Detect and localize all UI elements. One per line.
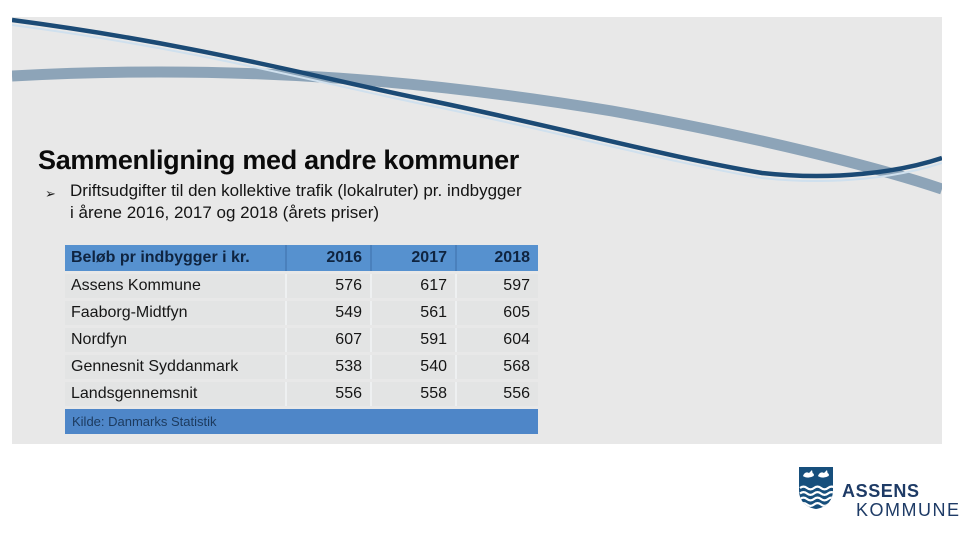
dark-wave-curve [12, 17, 942, 179]
table-cell-value: 561 [370, 301, 455, 325]
bird-right-icon [818, 470, 829, 478]
table-header-cell: 2017 [370, 245, 455, 271]
source-note-bar: Kilde: Danmarks Statistik [65, 409, 538, 434]
table-cell-value: 538 [285, 355, 370, 379]
bird-left-icon [803, 470, 814, 478]
bullet-text-line1: Driftsudgifter til den kollektive trafik… [70, 181, 522, 200]
table-cell-value: 591 [370, 328, 455, 352]
table-row: Nordfyn 607 591 604 [65, 328, 538, 352]
table-cell-value: 556 [455, 382, 538, 406]
shield-waves [799, 485, 833, 507]
bullet-arrow-icon: ➢ [45, 186, 56, 201]
table-cell-value: 605 [455, 301, 538, 325]
light-accent-curve [12, 24, 942, 182]
table-cell-value: 558 [370, 382, 455, 406]
logo-text-kommune: KOMMUNE [856, 500, 960, 520]
table-cell-value: 607 [285, 328, 370, 352]
steel-wave-curve [12, 66, 942, 195]
bullet-item: Driftsudgifter til den kollektive trafik… [70, 180, 650, 224]
table-header-cell: 2018 [455, 245, 538, 271]
table-header-cell: Beløb pr indbygger i kr. [71, 249, 250, 266]
table-row-label: Faaborg-Midtfyn [71, 304, 188, 321]
table-row-label: Nordfyn [71, 331, 128, 348]
table-cell-value: 556 [285, 382, 370, 406]
table-cell-value: 540 [370, 355, 455, 379]
table-body: Assens Kommune 576 617 597 Faaborg-Midtfyn 54… [65, 274, 538, 406]
table-cell-value: 568 [455, 355, 538, 379]
logo-text-assens: ASSENS [842, 481, 920, 501]
table-cell-value: 549 [285, 301, 370, 325]
table-row: Faaborg-Midtfyn 549 561 605 [65, 301, 538, 325]
table-row-label: Landsgennemsnit [71, 385, 198, 402]
table-row: Landsgennemsnit 556 558 556 [65, 382, 538, 406]
table-header-cell: 2016 [285, 245, 370, 271]
table-cell-value: 604 [455, 328, 538, 352]
wave-decoration-graphic [12, 17, 942, 195]
source-note: Kilde: Danmarks Statistik [72, 414, 217, 429]
table-row: Assens Kommune 576 617 597 [65, 274, 538, 298]
table-cell-value: 597 [455, 274, 538, 298]
page-title: Sammenligning med andre kommuner [38, 145, 520, 175]
assens-crest-icon [799, 467, 833, 509]
bullet-text-line2: i årene 2016, 2017 og 2018 (årets priser… [70, 203, 380, 222]
table-cell-value: 617 [370, 274, 455, 298]
table-header-row: Beløb pr indbygger i kr. 2016 2017 2018 [65, 245, 538, 271]
table-row-label: Assens Kommune [71, 277, 201, 294]
table-cell-value: 576 [285, 274, 370, 298]
table-row: Gennesnit Syddanmark 538 540 568 [65, 355, 538, 379]
table-row-label: Gennesnit Syddanmark [71, 358, 239, 375]
comparison-table: Beløb pr indbygger i kr. 2016 2017 2018 Ass… [65, 245, 538, 434]
